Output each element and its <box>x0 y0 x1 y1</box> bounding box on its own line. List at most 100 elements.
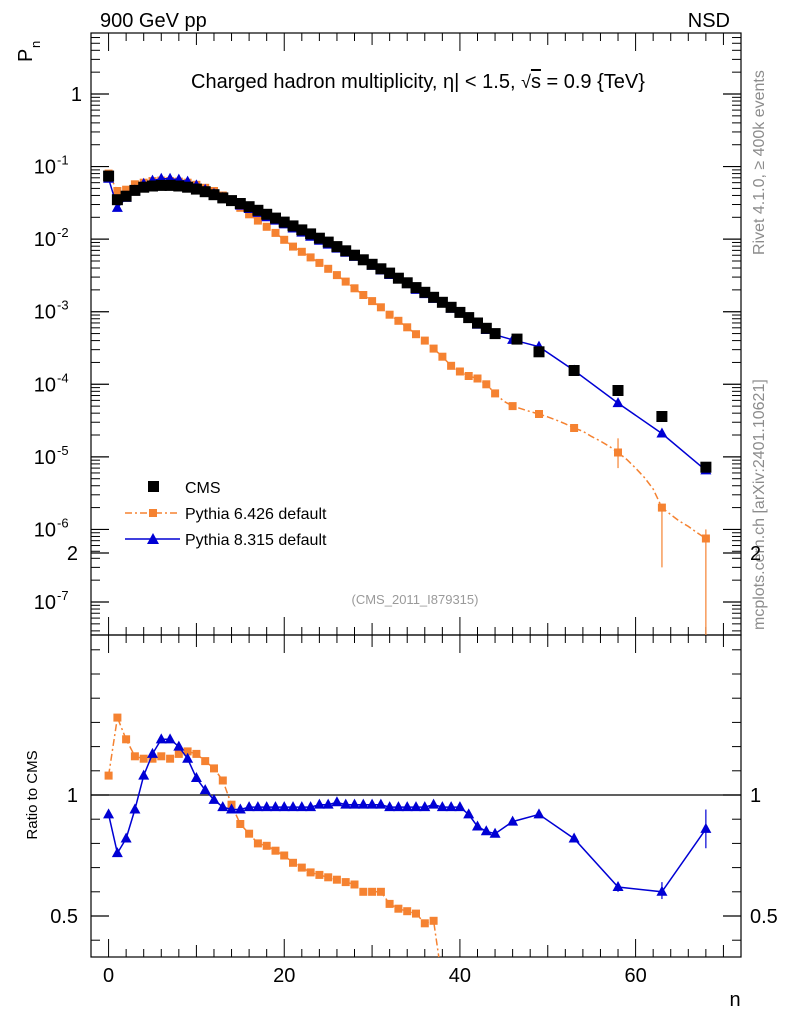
rivet-side-text: Rivet 4.1.0, ≥ 400k events <box>751 70 768 255</box>
ratio-panel-frame <box>90 634 742 958</box>
pythia6-point <box>253 216 262 225</box>
ratio-x-tick-label: 60 <box>624 965 646 987</box>
ratio-pythia6-point <box>236 820 245 828</box>
ratio-pythia8-point <box>252 801 264 812</box>
ratio-y-tick-label-right: 2 <box>750 543 761 565</box>
pythia6-point <box>535 410 543 418</box>
pythia6-point <box>482 380 491 389</box>
ratio-pythia8-point <box>507 815 519 826</box>
ratio-pythia8-point <box>261 801 273 812</box>
pythia6-point <box>359 291 368 299</box>
ratio-pythia8-point <box>340 798 352 809</box>
pythia6-point <box>122 185 131 194</box>
cms-point <box>305 228 317 240</box>
ratio-pythia6-point <box>412 909 420 918</box>
ratio-pythia8-point <box>138 769 150 780</box>
pythia6-point <box>447 361 456 370</box>
ratio-pythia6-point <box>429 916 438 925</box>
cms-point <box>120 190 132 202</box>
ratio-pythia8-point <box>322 798 334 809</box>
pythia6-point <box>438 352 447 361</box>
ratio-pythia6-point <box>166 754 175 763</box>
ratio-pythia6-point <box>245 829 254 838</box>
ratio-pythia6-point <box>210 764 218 773</box>
ratio-pythia6-point <box>368 887 377 896</box>
legend: CMS Pythia 6.426 default Pythia 8.315 de… <box>125 480 327 549</box>
ratio-pythia6-point <box>122 735 131 744</box>
ratio-pythia6-point <box>420 919 429 928</box>
ratio-pythia8-point <box>366 798 378 809</box>
ratio-pythia8-point <box>287 801 299 812</box>
ratio-pythia8-point <box>331 796 343 807</box>
main-y-label-sub: n <box>28 41 43 48</box>
ratio-pythia8-point <box>234 803 246 814</box>
ratio-pythia6-point <box>174 749 183 758</box>
legend-marker-pythia8 <box>147 533 159 544</box>
pythia6-point <box>473 374 482 383</box>
ratio-pythia8-point <box>155 733 167 744</box>
ratio-pythia8-point <box>173 740 185 751</box>
ratio-pythia8-point <box>480 825 492 836</box>
ratio-pythia6-point <box>218 776 227 785</box>
ratio-pythia6-point <box>359 887 368 896</box>
cms-point <box>164 179 176 191</box>
ratio-x-tick-label: 0 <box>103 965 114 987</box>
ratio-pythia8-point <box>120 832 132 843</box>
cms-point <box>436 296 448 308</box>
cms-point <box>700 461 712 473</box>
ratio-pythia6-point <box>183 747 192 756</box>
ratio-y-label: Ratio to CMS <box>24 750 41 839</box>
ratio-pythia6-point <box>385 899 394 908</box>
legend-entry-pythia6: Pythia 6.426 default <box>125 506 327 523</box>
legend-label-pythia6: Pythia 6.426 default <box>185 506 327 523</box>
cms-point <box>384 267 396 279</box>
cms-point <box>489 328 501 340</box>
ratio-pythia8-point <box>217 801 229 812</box>
header-right: NSD <box>688 10 730 32</box>
legend-entry-pythia8: Pythia 8.315 default <box>125 532 327 549</box>
ratio-pythia6-point <box>297 863 306 872</box>
main-y-tick-label: 10 <box>34 374 56 396</box>
legend-label-cms: CMS <box>185 480 221 497</box>
ratio-x-tick-label: 20 <box>273 965 295 987</box>
ratio-pythia8-point <box>296 801 308 812</box>
main-y-tick-exponent: -5 <box>57 443 69 458</box>
cms-point <box>182 181 194 193</box>
pythia6-point <box>350 284 359 293</box>
ratio-pythia8-point <box>401 801 413 812</box>
pythia6-point <box>420 336 429 345</box>
cms-point <box>357 254 369 266</box>
ratio-pythia8-point <box>410 801 422 812</box>
cms-point <box>533 346 545 358</box>
cms-point <box>313 232 325 244</box>
ratio-pythia8-point <box>269 801 281 812</box>
ratio-pythia6-point <box>113 713 122 722</box>
cms-point <box>296 224 308 236</box>
ratio-pythia6-point <box>253 839 262 848</box>
ratio-pythia8-point <box>226 803 238 814</box>
legend-marker-pythia6 <box>149 509 157 517</box>
cms-point <box>612 385 624 396</box>
pythia6-point <box>113 187 122 195</box>
ratio-pythia8-point <box>445 801 457 812</box>
cms-point <box>155 179 167 191</box>
ratio-pythia6-point <box>262 841 271 850</box>
ratio-pythia6-point <box>271 846 280 855</box>
cms-point <box>217 192 229 204</box>
ratio-pythia6-point <box>324 873 333 882</box>
pythia6-point <box>394 316 403 325</box>
pythia6-point <box>385 310 394 319</box>
ratio-y-tick-label-right: 0.5 <box>750 906 778 928</box>
cms-point <box>173 180 185 192</box>
pythia6-point <box>341 277 350 286</box>
ratio-pythia6-point <box>394 904 403 913</box>
ratio-pythia6-point <box>130 752 139 761</box>
ratio-pythia6-point <box>306 868 315 877</box>
ratio-pythia8-line <box>107 738 707 893</box>
ratio-pythia8-point <box>146 747 158 758</box>
pythia8-point <box>612 397 624 408</box>
cms-point <box>226 195 237 207</box>
main-y-tick-label: 10 <box>34 229 56 251</box>
ratio-pythia6-point <box>157 752 166 761</box>
